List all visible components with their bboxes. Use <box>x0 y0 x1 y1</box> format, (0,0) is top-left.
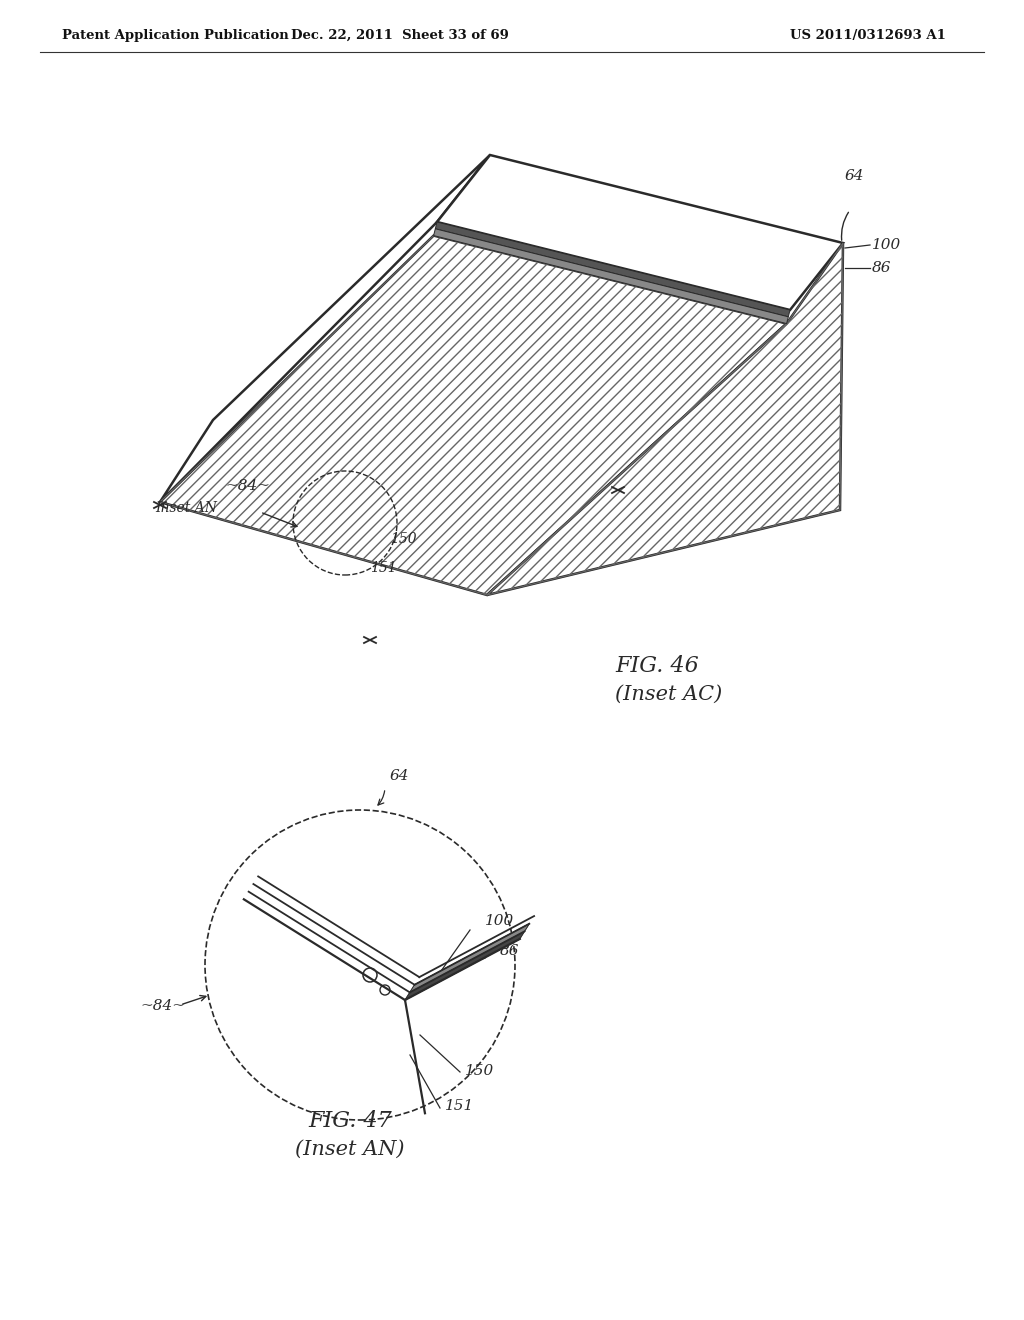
Text: 151: 151 <box>445 1100 474 1113</box>
Text: Inset AN: Inset AN <box>155 502 217 515</box>
Text: ~84~: ~84~ <box>225 479 270 492</box>
Text: 64: 64 <box>845 169 864 183</box>
Text: Dec. 22, 2011  Sheet 33 of 69: Dec. 22, 2011 Sheet 33 of 69 <box>291 29 509 41</box>
Text: 86: 86 <box>872 261 892 275</box>
Text: ~84~: ~84~ <box>140 999 185 1012</box>
Polygon shape <box>433 228 788 323</box>
Text: 151: 151 <box>370 561 396 576</box>
Polygon shape <box>160 154 490 502</box>
Text: 150: 150 <box>390 532 417 546</box>
Text: 86: 86 <box>500 944 519 958</box>
Polygon shape <box>487 243 843 595</box>
Text: FIG. 47: FIG. 47 <box>308 1110 392 1133</box>
Text: 100: 100 <box>872 238 901 252</box>
Text: (Inset AC): (Inset AC) <box>615 685 722 704</box>
Polygon shape <box>410 924 529 993</box>
Polygon shape <box>437 154 843 310</box>
Text: Patent Application Publication: Patent Application Publication <box>62 29 289 41</box>
Polygon shape <box>160 235 786 595</box>
Text: US 2011/0312693 A1: US 2011/0312693 A1 <box>790 29 946 41</box>
Polygon shape <box>406 932 524 1001</box>
Text: 100: 100 <box>485 913 514 928</box>
Text: 64: 64 <box>390 770 410 783</box>
Text: FIG. 46: FIG. 46 <box>615 655 698 677</box>
Text: (Inset AN): (Inset AN) <box>295 1140 404 1159</box>
Text: 150: 150 <box>465 1064 495 1078</box>
Polygon shape <box>435 222 790 317</box>
